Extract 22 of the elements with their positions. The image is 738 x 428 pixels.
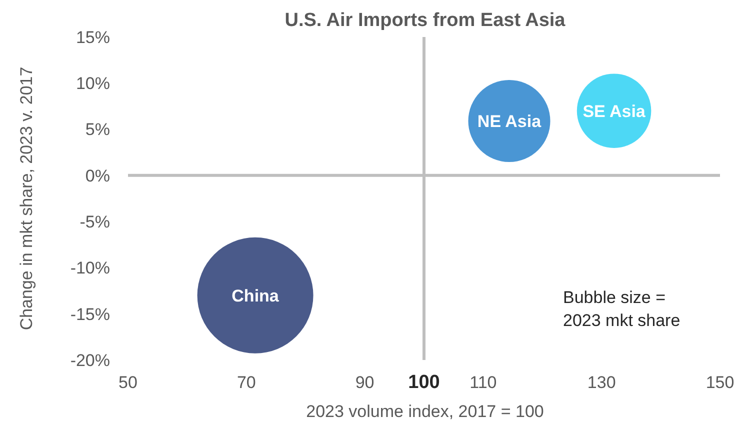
y-tick-label: -15%: [70, 304, 110, 324]
series-label: China: [232, 286, 280, 306]
series-label: SE Asia: [582, 102, 646, 121]
y-tick-label: 10%: [76, 74, 110, 94]
y-tick-label: 15%: [76, 28, 110, 47]
y-tick-label: 0%: [85, 166, 110, 186]
series-label: NE Asia: [477, 112, 542, 131]
x-tick-label: 50: [118, 373, 138, 392]
y-tick-label: -20%: [70, 350, 110, 370]
annotation: Bubble size = 2023 mkt share: [563, 288, 680, 330]
y-tick-label: -10%: [70, 258, 110, 278]
chart-title: U.S. Air Imports from East Asia: [284, 10, 566, 31]
y-tick-label: 5%: [85, 120, 110, 140]
x-tick-label: 110: [470, 373, 497, 392]
y-tick-label: -5%: [80, 212, 110, 232]
x-tick-label: 90: [355, 373, 374, 392]
ref-line-label: 100: [408, 372, 440, 393]
y-axis-title: Change in mkt share, 2023 v. 2017: [17, 66, 36, 330]
x-tick-label: 130: [587, 373, 616, 392]
x-tick-label: 150: [706, 373, 734, 392]
x-axis-title: 2023 volume index, 2017 = 100: [306, 402, 544, 421]
x-tick-label: 70: [236, 373, 256, 392]
